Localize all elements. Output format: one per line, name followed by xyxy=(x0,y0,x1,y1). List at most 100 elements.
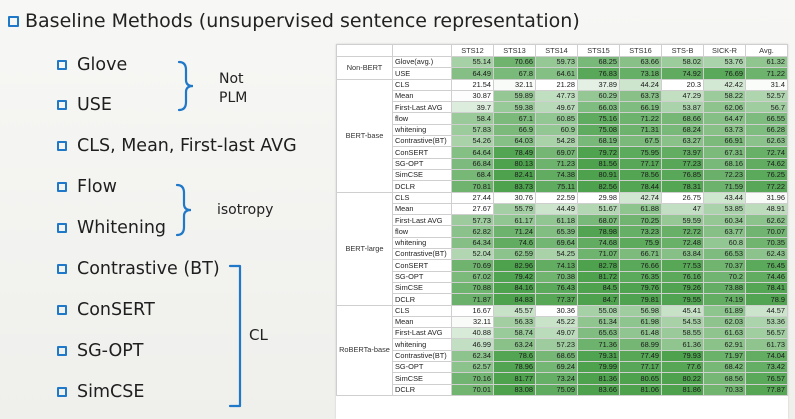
score-cell: 68.65 xyxy=(535,349,578,363)
score-cell: 21.54 xyxy=(451,78,494,91)
square-bullet-icon xyxy=(57,182,67,192)
bracket-icon xyxy=(228,264,242,408)
score-cell: 83.08 xyxy=(493,383,536,396)
score-cell: 76.43 xyxy=(535,281,578,295)
score-cell: 63.77 xyxy=(703,225,746,238)
score-cell: 71.97 xyxy=(703,349,746,363)
score-cell: 64.49 xyxy=(451,67,494,80)
score-cell: 44.24 xyxy=(619,78,662,91)
score-cell: 81.77 xyxy=(493,372,536,385)
table-row: First-Last AVG 40.88 58.74 49.07 65.63 61.48 5… xyxy=(337,327,788,340)
score-cell: 70.37 xyxy=(703,259,746,272)
bullet-label: USE xyxy=(77,95,112,115)
score-cell: 30.87 xyxy=(451,89,494,103)
table-row: Mean 30.87 59.89 47.73 60.29 63.73 47.29 58.22 5… xyxy=(337,89,788,103)
score-cell: 66.91 xyxy=(703,135,746,148)
score-cell: 49.07 xyxy=(535,327,578,340)
score-cell: 53.87 xyxy=(661,101,704,114)
score-cell: 67.31 xyxy=(703,146,746,159)
score-cell: 84.5 xyxy=(577,281,620,295)
score-cell: 64.64 xyxy=(451,146,494,159)
score-cell: 82.96 xyxy=(493,259,536,272)
table-body: Non-BERT Glove(avg.) 55.14 70.66 59.73 68.25 6… xyxy=(336,55,788,396)
score-cell: 79.93 xyxy=(661,349,704,363)
group-label: RoBERTa-base xyxy=(336,304,393,396)
score-cell: 75.95 xyxy=(619,146,662,159)
score-cell: 74.6 xyxy=(493,236,536,250)
method-cell: flow xyxy=(392,225,452,238)
score-cell: 68.24 xyxy=(661,123,704,137)
score-cell: 61.48 xyxy=(619,327,662,340)
method-cell: SG-OPT xyxy=(392,157,452,170)
score-cell: 47.73 xyxy=(535,89,578,103)
score-cell: 61.34 xyxy=(577,315,620,329)
score-cell: 74.13 xyxy=(535,259,578,272)
score-cell: 79.76 xyxy=(619,281,662,295)
score-cell: 31.96 xyxy=(745,191,788,204)
score-cell: 59.38 xyxy=(493,101,536,114)
bullet-contrastive: Contrastive (BT) xyxy=(57,259,220,279)
table-row: SimCSE 68.4 82.41 74.38 80.91 78.56 76.85 72.23… xyxy=(337,168,788,182)
score-cell: 73.97 xyxy=(661,146,704,159)
score-cell: 63.73 xyxy=(703,123,746,137)
results-table: STS12 STS13 STS14 STS15 STS16 STS-B SICK… xyxy=(336,44,788,419)
slide-title-text: Baseline Methods (unsupervised sentence … xyxy=(25,10,580,32)
column-header: STS-B xyxy=(661,44,704,57)
score-cell: 61.98 xyxy=(619,315,662,329)
table-row: whitening 64.34 74.6 69.64 74.68 75.9 72.48 60.… xyxy=(337,236,788,250)
score-cell: 61.17 xyxy=(493,214,536,227)
score-cell: 47.29 xyxy=(661,89,704,103)
score-cell: 73.24 xyxy=(535,372,578,385)
score-cell: 59.59 xyxy=(661,214,704,227)
square-bullet-icon xyxy=(57,305,67,315)
score-cell: 79.31 xyxy=(577,349,620,363)
method-cell: whitening xyxy=(392,236,452,250)
score-cell: 64.03 xyxy=(493,135,536,148)
score-cell: 75.09 xyxy=(535,383,578,396)
score-cell: 44.57 xyxy=(745,304,788,317)
score-cell: 81.36 xyxy=(577,372,620,385)
score-cell: 77.17 xyxy=(619,157,662,170)
square-bullet-icon xyxy=(57,100,67,110)
square-bullet-icon xyxy=(57,60,67,70)
table-row: flow 58.4 67.1 60.85 75.16 71.22 68.66 64.47 66.… xyxy=(337,112,788,125)
bullet-glove: Glove xyxy=(57,55,127,75)
score-cell: 63.24 xyxy=(493,338,536,351)
score-cell: 67.1 xyxy=(493,112,536,125)
score-cell: 62.43 xyxy=(745,248,788,261)
cl-note: CL xyxy=(249,326,268,344)
score-cell: 74.38 xyxy=(535,168,578,182)
score-cell: 64.47 xyxy=(703,112,746,125)
score-cell: 70.2 xyxy=(703,270,746,283)
score-cell: 82.78 xyxy=(577,259,620,272)
bullet-cls-mean: CLS, Mean, First-last AVG xyxy=(57,136,297,156)
score-cell: 58.74 xyxy=(493,327,536,340)
method-cell: Contrastive(BT) xyxy=(392,135,452,148)
square-bullet-icon xyxy=(57,223,67,233)
table-row: First-Last AVG 57.73 61.17 61.18 68.07 70.25 5… xyxy=(337,214,788,227)
not-plm-note: Not PLM xyxy=(219,70,247,108)
score-cell: 58.02 xyxy=(661,55,704,69)
method-cell: SimCSE xyxy=(392,168,452,182)
score-cell: 73.18 xyxy=(619,67,662,80)
score-cell: 57.73 xyxy=(451,214,494,227)
table-header-row: STS12 STS13 STS14 STS15 STS16 STS-B SICK… xyxy=(336,44,788,57)
square-bullet-icon xyxy=(57,264,67,274)
right-brace-icon xyxy=(177,60,194,112)
score-cell: 76.16 xyxy=(661,270,704,283)
method-cell: Contrastive(BT) xyxy=(392,248,452,261)
score-cell: 75.16 xyxy=(577,112,620,125)
score-cell: 79.26 xyxy=(661,281,704,295)
score-cell: 61.36 xyxy=(661,338,704,351)
score-cell: 43.44 xyxy=(703,191,746,204)
score-cell: 81.72 xyxy=(577,270,620,283)
score-cell: 64.34 xyxy=(451,236,494,250)
score-cell: 66.53 xyxy=(703,248,746,261)
score-cell: 60.9 xyxy=(535,123,578,137)
score-cell: 74.62 xyxy=(745,157,788,170)
score-cell: 78.31 xyxy=(661,180,704,193)
method-cell: ConSERT xyxy=(392,259,452,272)
score-cell: 62.91 xyxy=(703,338,746,351)
score-cell: 37.89 xyxy=(577,78,620,91)
bullet-use: USE xyxy=(57,95,112,115)
